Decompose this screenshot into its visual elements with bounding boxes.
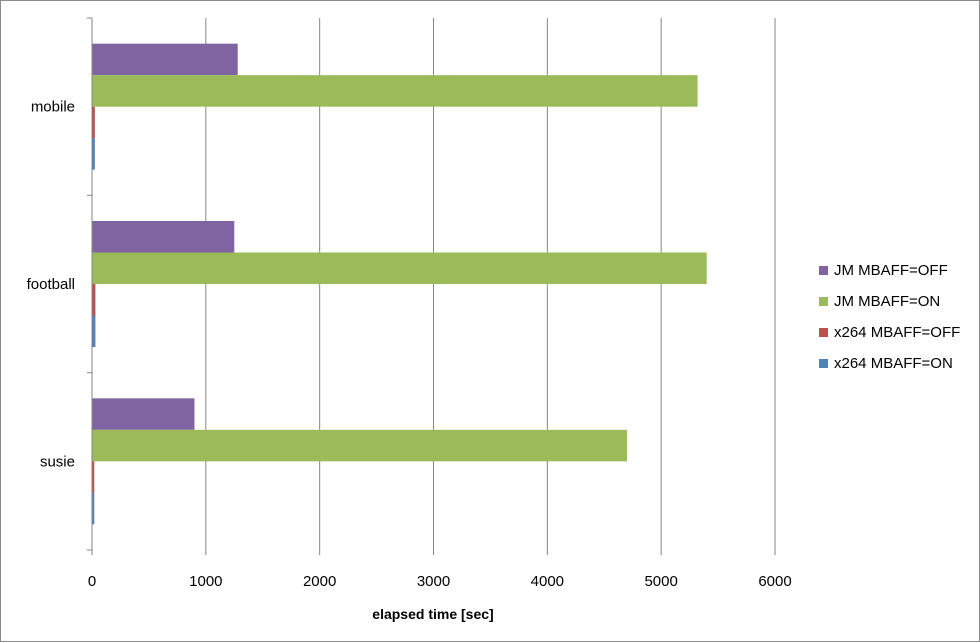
bar — [92, 461, 95, 493]
bar — [92, 252, 707, 284]
bar — [92, 106, 95, 139]
legend-label: x264 MBAFF=ON — [834, 355, 953, 372]
legend-label: JM MBAFF=OFF — [834, 262, 948, 279]
bar — [92, 492, 95, 525]
bar — [92, 429, 628, 462]
x-tick-label: 5000 — [644, 573, 677, 590]
x-tick-label: 0 — [88, 573, 96, 590]
x-tick-label: 2000 — [303, 573, 336, 590]
x-axis-title: elapsed time [sec] — [372, 606, 493, 622]
axes — [87, 17, 776, 555]
legend-swatch — [819, 359, 828, 368]
legend-label: x264 MBAFF=OFF — [834, 324, 960, 341]
legend-swatch — [819, 297, 828, 306]
bar — [92, 315, 96, 347]
x-tick-label: 6000 — [758, 573, 791, 590]
legend-label: JM MBAFF=ON — [834, 293, 940, 310]
legend-swatch — [819, 328, 828, 337]
bar — [92, 284, 96, 316]
x-tick-label: 4000 — [531, 573, 564, 590]
x-tick-label: 3000 — [417, 573, 450, 590]
bar — [92, 43, 238, 76]
category-label: football — [27, 276, 75, 293]
bar — [92, 398, 195, 430]
legend: JM MBAFF=OFF JM MBAFF=ON x264 MBAFF=OFF x26… — [819, 262, 960, 372]
category-label: mobile — [31, 99, 75, 116]
bar — [92, 221, 235, 253]
bar — [92, 138, 95, 170]
x-tick-label: 1000 — [189, 573, 222, 590]
bar — [92, 75, 698, 107]
bars — [92, 43, 707, 525]
category-label: susie — [40, 453, 75, 470]
tick-labels: 0 1000 2000 3000 4000 5000 6000 mobile football s… — [27, 99, 792, 590]
legend-swatch — [819, 266, 828, 275]
